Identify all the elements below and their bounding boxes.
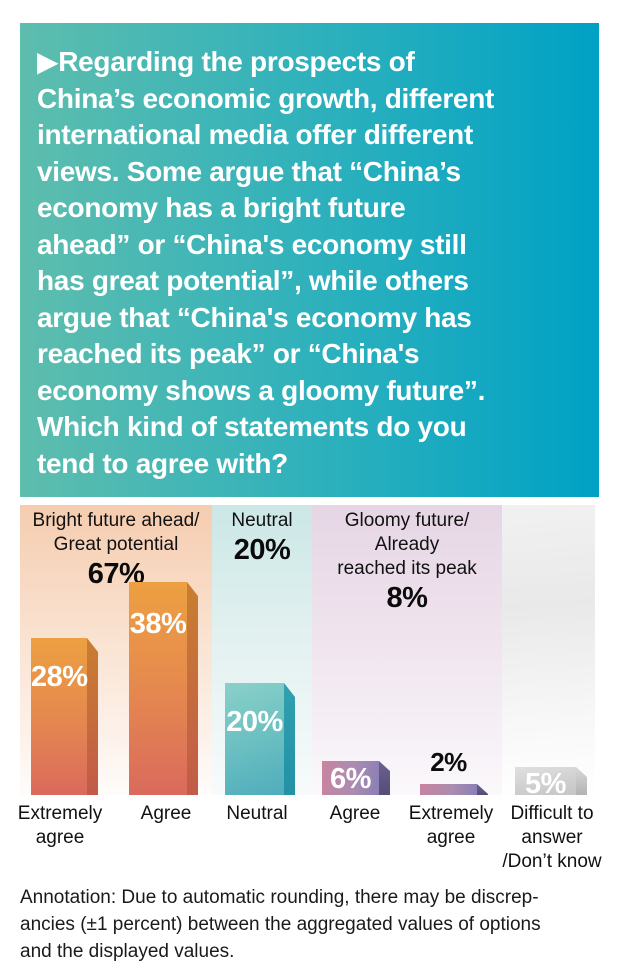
annotation-text: Annotation: Due to automatic rounding, t…	[20, 887, 541, 962]
group-total-percent: 20%	[233, 534, 291, 566]
category-label-extremely-agree-negative: Extremely agree	[408, 803, 494, 848]
group-label-gloomy-future: Gloomy future/ Already reached its peak …	[312, 509, 502, 615]
bar-front-face	[322, 761, 379, 795]
bar-front-face	[515, 767, 576, 795]
bar-value-label: 38%	[129, 608, 187, 640]
category-label-agree-positive: Agree	[140, 803, 192, 824]
bar-front-face	[31, 638, 87, 795]
bar-value-label: 6%	[330, 763, 371, 795]
category-label-extremely-agree-positive: Extremely agree	[17, 803, 103, 848]
bar-value-label-above: 2%	[430, 747, 467, 777]
bar-value-label: 28%	[31, 661, 88, 693]
question-line: economy shows a gloomy future”.	[37, 374, 486, 406]
question-line: international media offer different	[37, 119, 473, 150]
bar-value-label: 5%	[525, 768, 566, 800]
bar-side-face	[284, 683, 295, 795]
question-line: reached its peak” or “China's	[37, 338, 420, 369]
group-label-neutral: Neutral 20%	[212, 509, 312, 567]
bar-agree-positive: 38%	[129, 582, 198, 795]
question-header: ▶Regarding the prospects of China’s econ…	[20, 23, 599, 497]
bar-side-face	[187, 582, 198, 795]
question-line: Which kind of statements do you	[37, 411, 467, 442]
category-label-dont-know: Difficult to answer /Don’t know	[502, 803, 602, 872]
bar-agree-negative: 6%	[322, 761, 390, 795]
group-label-line: reached its peak	[337, 558, 477, 579]
question-line: China’s economic growth, different	[37, 82, 495, 114]
question-line: economy has a bright future	[37, 192, 406, 223]
group-label-line: Great potential	[53, 534, 179, 555]
question-line: ▶Regarding the prospects of	[37, 46, 415, 77]
bar-value-label: 20%	[226, 706, 283, 738]
bar-neutral: 20%	[225, 683, 295, 795]
group-total-percent: 8%	[386, 582, 428, 614]
bar-side-face	[379, 761, 390, 795]
bar-dont-know: 5%	[515, 767, 587, 795]
group-label-bright-future: Bright future ahead/ Great potential 67%	[20, 509, 212, 591]
bar-side-face	[576, 767, 587, 795]
bar-extremely-agree-negative	[420, 784, 488, 795]
bar-front-face	[129, 582, 187, 795]
bar-front-face	[420, 784, 477, 795]
question-line: views. Some argue that “China’s	[37, 155, 461, 187]
question-line: has great potential”, while others	[37, 265, 469, 296]
bar-side-face	[477, 784, 488, 795]
group-label-line: Bright future ahead/	[32, 510, 200, 531]
category-label-agree-negative: Agree	[329, 803, 381, 824]
bar-front-face	[225, 683, 284, 795]
question-line: ahead” or “China's economy still	[37, 228, 467, 260]
question-line: tend to agree with?	[37, 447, 288, 479]
group-label-line: Neutral	[231, 510, 293, 531]
category-label-neutral: Neutral	[226, 803, 288, 824]
panel-dont-know	[502, 505, 595, 795]
question-line: argue that “China's economy has	[37, 301, 472, 333]
bar-side-face	[87, 638, 98, 795]
panel-gloomy-future	[312, 505, 502, 795]
group-label-line: Gloomy future/ Already	[344, 510, 470, 555]
bar-extremely-agree-positive: 28%	[31, 638, 98, 795]
